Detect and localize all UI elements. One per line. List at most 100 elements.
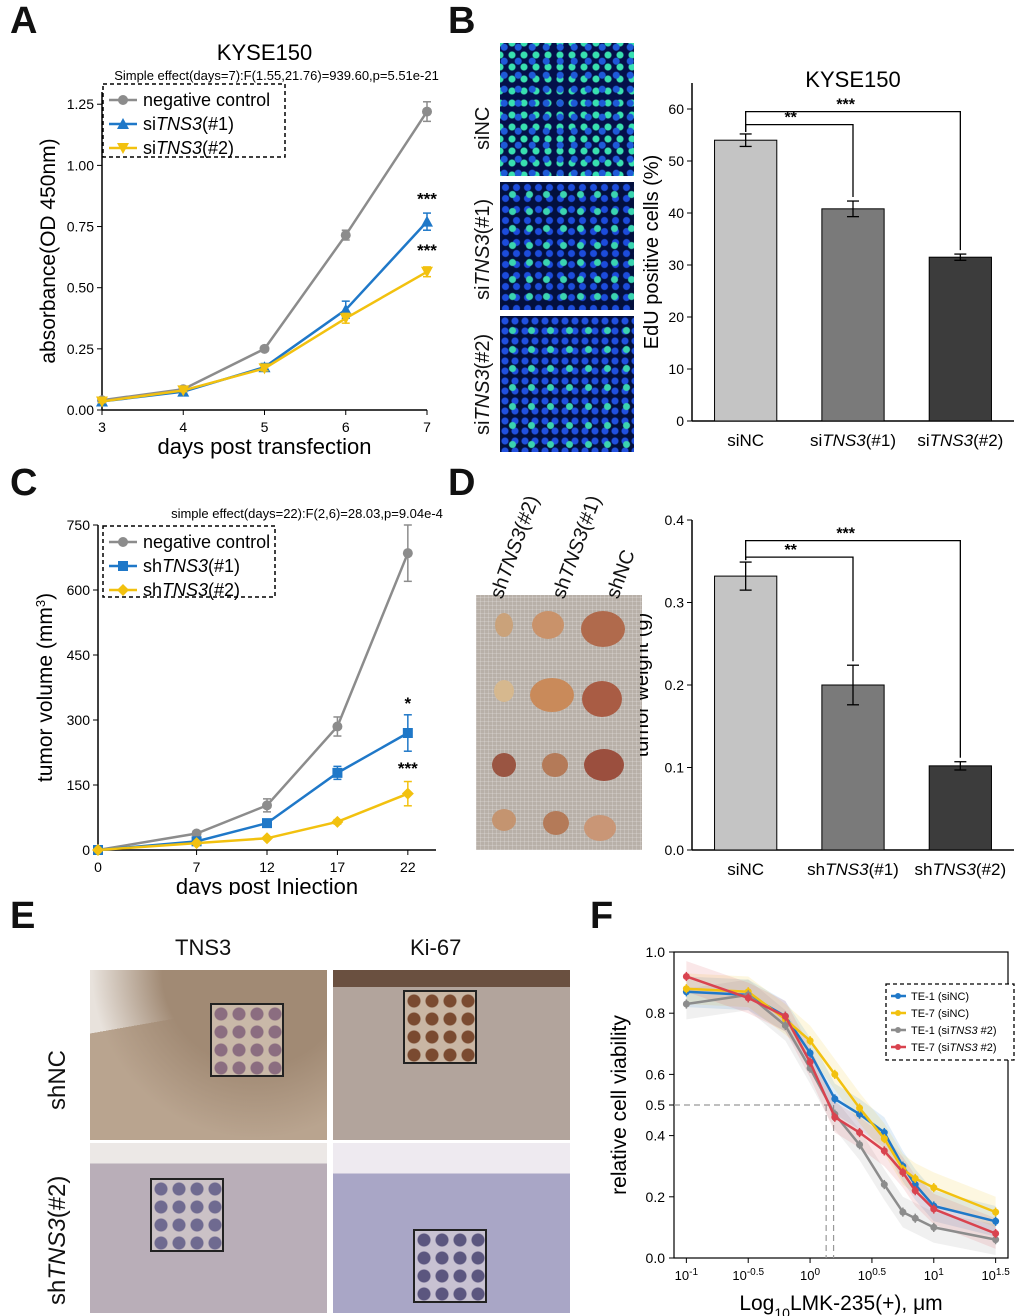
data-point (911, 1187, 919, 1195)
significance-bracket (745, 110, 961, 251)
y-tick-label: 0.2 (665, 677, 685, 693)
y-tick-label: 60 (668, 101, 684, 117)
ihc-shnc-ki67 (333, 970, 570, 1140)
data-point (806, 1037, 814, 1045)
bar (928, 765, 992, 851)
data-point (421, 266, 433, 278)
series-line (101, 270, 428, 403)
data-point (880, 1181, 888, 1189)
chart-title: KYSE150 (217, 40, 312, 65)
data-point (177, 385, 190, 397)
x-tick-label: 22 (400, 859, 416, 875)
y-axis-label: tumor weight (g) (640, 613, 653, 758)
edu-image-sitns3-1 (500, 182, 634, 310)
data-point (930, 1205, 938, 1213)
y-axis-label: tumor volume (mm3) (33, 593, 58, 782)
edu-image-sinc (500, 43, 634, 176)
legend-label: negative control (143, 90, 270, 110)
y-tick-label: 0.1 (665, 760, 685, 776)
data-point (92, 844, 104, 856)
legend-marker (118, 561, 128, 571)
bar (714, 139, 778, 422)
chart-a: KYSE150 Simple effect(days=7):F(1.55,21.7… (37, 40, 439, 459)
legend-label: shTNS3(#1) (143, 556, 240, 576)
data-point (258, 363, 271, 375)
data-point (856, 1129, 864, 1137)
chart-subtitle: Simple effect(days=7):F(1.55,21.76)=939.… (114, 68, 439, 83)
edu-row-label-sinc: siNC (472, 106, 494, 150)
data-point (899, 1208, 907, 1216)
y-tick-label: 0.25 (67, 341, 94, 357)
chart-b: KYSE150 0 10 20 30 40 50 60 EdU positive cells (… (641, 67, 1014, 450)
y-tick-label: 0.5 (646, 1097, 666, 1113)
data-point (992, 1230, 1000, 1238)
y-tick-label: 0.0 (665, 842, 685, 858)
tumor-label-shtns3-1: shTNS3(#1) (548, 492, 606, 602)
data-point (880, 1135, 888, 1143)
x-tick-label: 100 (800, 1267, 820, 1284)
confidence-band (686, 979, 996, 1255)
data-point (339, 303, 352, 315)
y-axis-label: absorbance(OD 450nm) (37, 138, 60, 363)
x-tick-label: 7 (193, 859, 201, 875)
data-point (880, 1129, 888, 1137)
data-point (930, 1223, 938, 1231)
legend-label: TE-1 (siNC) (911, 991, 969, 1003)
data-point (806, 1058, 814, 1066)
panel-label-a: A (10, 0, 38, 42)
data-point (262, 800, 272, 811)
y-tick-label: 0.2 (646, 1189, 666, 1205)
y-axis-label: EdU positive cells (%) (641, 155, 663, 350)
legend-marker (895, 993, 901, 999)
data-point (911, 1174, 919, 1182)
significance-mark: *** (417, 241, 437, 260)
legend-label: TE-7 (siNC) (911, 1008, 969, 1020)
bar (821, 208, 885, 422)
legend-marker (117, 143, 129, 154)
bar (821, 684, 885, 851)
x-tick-label: 0 (94, 859, 102, 875)
y-tick-label: 0.75 (67, 219, 94, 235)
y-tick-label: 0.6 (646, 1066, 666, 1082)
x-tick-label: 7 (423, 419, 431, 435)
legend-marker (117, 118, 129, 129)
data-point (831, 1070, 839, 1078)
data-point (992, 1236, 1000, 1244)
x-tick-label: siNC (727, 860, 764, 879)
y-tick-label: 0.50 (67, 280, 94, 296)
x-tick-label: 3 (98, 419, 106, 435)
data-point (806, 1049, 814, 1057)
ihc-inset (403, 990, 477, 1064)
y-tick-label: 20 (668, 309, 684, 325)
ihc-shtns3-ki67 (333, 1143, 570, 1313)
ihc-inset (413, 1229, 487, 1303)
series-line (97, 731, 409, 852)
data-point (190, 837, 203, 850)
y-tick-label: 300 (67, 712, 91, 728)
significance-bracket (745, 539, 961, 758)
significance-mark: * (405, 694, 412, 713)
legend-marker (895, 1010, 901, 1016)
data-point (899, 1168, 907, 1176)
x-tick-label: 101 (924, 1267, 944, 1284)
x-tick-label: shTNS3(#2) (914, 860, 1006, 879)
panel-label-c: C (10, 462, 38, 504)
data-point (422, 106, 432, 117)
legend-label: TE-1 (siTNS3 #2) (911, 1025, 997, 1037)
legend-box (102, 83, 286, 158)
significance-mark: *** (417, 190, 437, 209)
legend-label: siTNS3(#2) (143, 138, 234, 158)
y-tick-label: 1.0 (646, 944, 666, 960)
y-tick-label: 10 (668, 361, 684, 377)
data-point (781, 1012, 789, 1020)
data-point (682, 985, 690, 993)
legend-marker (118, 537, 128, 547)
data-point (744, 994, 752, 1002)
data-point (781, 1021, 789, 1029)
significance-mark: *** (836, 526, 855, 543)
x-axis-label: days post Injection (176, 874, 358, 895)
confidence-band (686, 976, 996, 1237)
significance-mark: *** (836, 97, 855, 114)
significance-mark: ** (784, 542, 797, 559)
data-point (340, 230, 351, 241)
